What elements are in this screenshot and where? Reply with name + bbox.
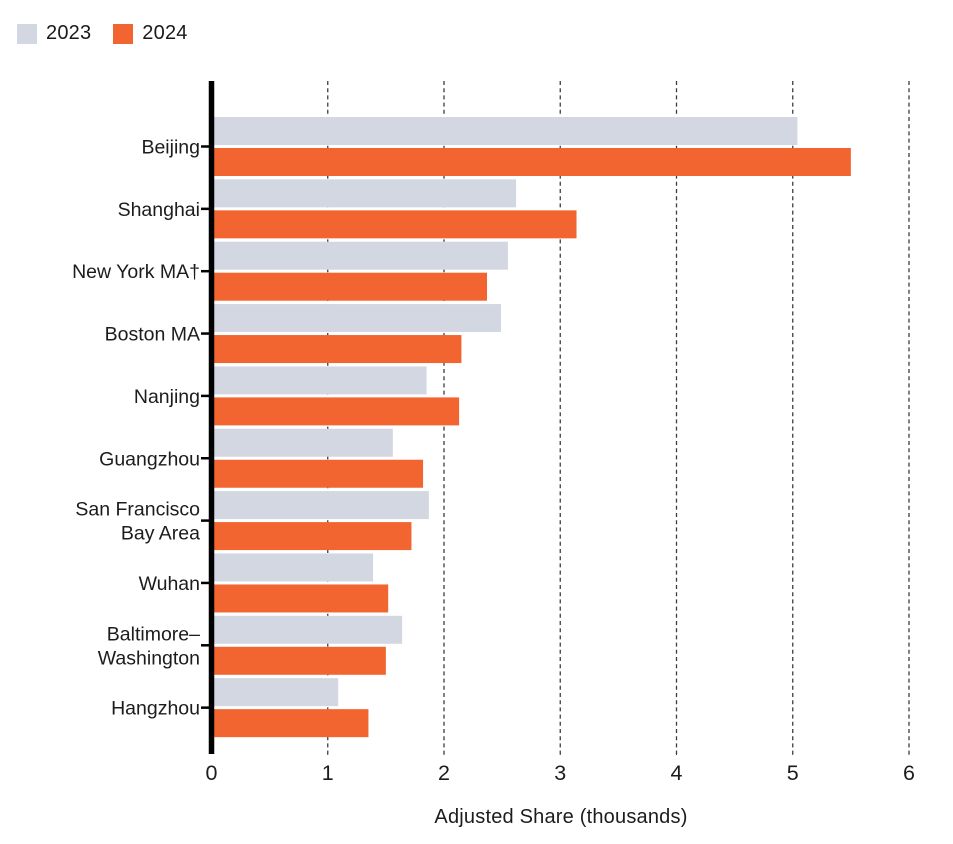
y-axis-label-guangzhou: Guangzhou	[99, 448, 200, 470]
y-tick-san-francisco-bay-area	[201, 519, 209, 522]
bar-2024-nanjing	[211, 397, 460, 426]
y-axis-label-new-york-ma: New York MA†	[72, 261, 200, 283]
x-tick-label-2: 2	[438, 761, 450, 785]
bar-2023-san-francisco-bay-area	[211, 491, 429, 520]
legend-swatch-2023-icon	[17, 23, 37, 44]
y-axis-label-san-francisco-bay-area: Bay Area	[121, 523, 200, 545]
bar-2024-baltimore-washington	[211, 646, 386, 675]
x-tick-label-0: 0	[206, 761, 218, 785]
legend-swatch-2024-icon	[113, 23, 134, 44]
bar-2024-guangzhou	[211, 459, 424, 488]
bar-2023-beijing	[211, 117, 798, 145]
legend-item-2024: 2024	[113, 22, 187, 45]
y-tick-shanghai	[201, 207, 209, 211]
bar-2024-new-york-ma	[211, 272, 488, 301]
x-axis-title: Adjusted Share (thousands)	[434, 806, 688, 828]
legend-item-2023: 2023	[17, 22, 91, 45]
y-tick-beijing	[201, 145, 209, 148]
y-tick-new-york-ma	[201, 269, 209, 273]
y-axis-label-baltimore-washington: Baltimore–	[107, 623, 200, 645]
bar-2024-san-francisco-bay-area	[211, 522, 412, 551]
bar-2023-new-york-ma	[211, 241, 508, 270]
x-tick-label-5: 5	[787, 761, 799, 785]
y-axis-label-san-francisco-bay-area: San Francisco	[75, 499, 200, 521]
y-tick-wuhan	[201, 581, 209, 585]
bar-2024-shanghai	[211, 210, 577, 239]
y-tick-hangzhou	[201, 706, 209, 709]
x-tick-label-4: 4	[671, 761, 683, 785]
legend-label-2024: 2024	[142, 22, 188, 44]
bar-2023-guangzhou	[211, 428, 393, 457]
bar-2024-beijing	[211, 148, 851, 176]
bar-2023-wuhan	[211, 553, 374, 582]
bar-2024-hangzhou	[211, 709, 369, 738]
y-tick-boston-ma	[201, 332, 209, 335]
y-axis-label-beijing: Beijing	[141, 137, 200, 159]
chart-legend: 2023 2024	[17, 22, 188, 45]
y-axis-label-wuhan: Wuhan	[139, 573, 200, 595]
y-tick-nanjing	[201, 394, 209, 398]
bar-2023-hangzhou	[211, 678, 339, 707]
bar-2023-shanghai	[211, 179, 517, 208]
bar-2024-wuhan	[211, 584, 389, 613]
y-axis-label-hangzhou: Hangzhou	[111, 698, 200, 720]
x-tick-label-1: 1	[322, 761, 334, 785]
y-axis-label-boston-ma: Boston MA	[105, 324, 200, 346]
x-tick-label-6: 6	[903, 761, 915, 785]
bar-2023-baltimore-washington	[211, 615, 403, 644]
y-axis-label-nanjing: Nanjing	[134, 386, 200, 408]
y-tick-baltimore-washington	[201, 644, 209, 647]
legend-label-2023: 2023	[46, 22, 92, 44]
y-axis-label-baltimore-washington: Washington	[98, 647, 200, 669]
bar-2023-nanjing	[211, 366, 427, 395]
bar-2024-boston-ma	[211, 335, 462, 364]
y-axis-line	[208, 81, 215, 754]
grouped-bar-chart: Beijing Shanghai New York MA† Boston MA Nanj…	[72, 81, 915, 785]
y-axis-label-shanghai: Shanghai	[118, 199, 200, 221]
x-tick-label-3: 3	[554, 761, 566, 785]
y-tick-guangzhou	[201, 457, 209, 460]
bar-2023-boston-ma	[211, 304, 501, 333]
